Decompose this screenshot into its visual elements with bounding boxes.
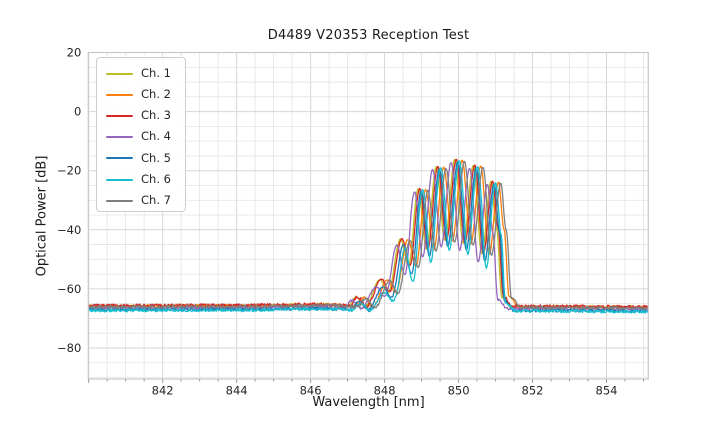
legend-line-swatch	[106, 72, 133, 75]
legend-label: Ch. 3	[141, 108, 171, 123]
x-ticks	[88, 379, 644, 383]
y-tick-label: −80	[57, 341, 81, 355]
legend-label: Ch. 7	[141, 192, 171, 207]
legend-label: Ch. 4	[141, 129, 171, 144]
series-curves	[88, 158, 649, 314]
y-tick-label: −60	[57, 282, 81, 296]
x-tick-label: 852	[522, 384, 544, 398]
legend-item-1: Ch. 1	[106, 63, 185, 84]
legend-label: Ch. 1	[141, 65, 171, 80]
x-tick-label: 844	[226, 384, 248, 398]
legend-label: Ch. 5	[141, 150, 171, 165]
y-tick-label: −20	[57, 164, 81, 178]
x-tick-label: 842	[152, 384, 174, 398]
legend-label: Ch. 6	[141, 171, 171, 186]
legend-item-7: Ch. 7	[106, 190, 185, 211]
legend-line-swatch	[106, 93, 133, 96]
series-line-7	[88, 160, 649, 311]
legend-label: Ch. 2	[141, 87, 171, 102]
x-axis-label: Wavelength [nm]	[312, 395, 425, 410]
y-tick-label: 20	[67, 46, 82, 60]
legend-line-swatch	[106, 136, 133, 139]
series-line-6	[88, 160, 649, 314]
y-tick-label: 0	[74, 105, 81, 119]
legend-item-6: Ch. 6	[106, 169, 185, 190]
x-tick-label: 854	[596, 384, 618, 398]
x-tick-label: 850	[448, 384, 470, 398]
x-tick-label: 848	[374, 384, 396, 398]
legend-line-swatch	[106, 157, 133, 160]
axes-spines	[87, 51, 649, 380]
legend-line-swatch	[106, 199, 133, 202]
legend-item-5: Ch. 5	[106, 148, 185, 169]
chart-title: D4489 V20353 Reception Test	[267, 28, 470, 43]
y-axis-label: Optical Power [dB]	[34, 155, 50, 277]
legend: Ch. 1 Ch. 2 Ch. 3 Ch. 4 Ch. 5 Ch. 6 Ch. 7	[96, 57, 186, 212]
y-tick-label: −40	[57, 223, 81, 237]
legend-item-4: Ch. 4	[106, 127, 185, 148]
tick-labels: 842 844 846 848 850 852 854 20 0 −20 −40 −60 −80	[57, 46, 617, 398]
legend-item-2: Ch. 2	[106, 84, 185, 105]
legend-line-swatch	[106, 114, 133, 117]
x-tick-label: 846	[300, 384, 322, 398]
legend-item-3: Ch. 3	[106, 105, 185, 126]
legend-line-swatch	[106, 178, 133, 181]
